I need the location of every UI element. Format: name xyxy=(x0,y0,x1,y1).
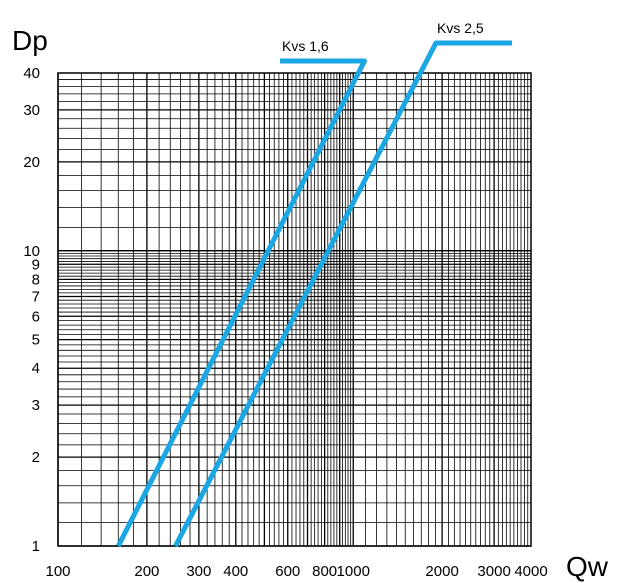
y-tick-label: 6 xyxy=(32,308,40,325)
x-tick-label: 4000 xyxy=(514,563,547,580)
y-tick-label: 40 xyxy=(23,65,40,82)
y-tick-label: 8 xyxy=(32,271,40,288)
y-tick-label: 4 xyxy=(32,360,40,377)
series-label: Kvs 1,6 xyxy=(282,38,329,54)
x-tick-label: 1000 xyxy=(337,563,370,580)
grid xyxy=(57,73,531,547)
y-tick-label: 9 xyxy=(32,256,40,273)
series-line xyxy=(173,40,512,548)
y-tick-label: 5 xyxy=(32,332,40,349)
y-tick-label: 3 xyxy=(32,397,40,414)
plot-frame xyxy=(57,72,532,547)
y-tick-label: 10 xyxy=(23,243,40,260)
x-tick-label: 300 xyxy=(186,563,211,580)
series-labels: Kvs 1,6 Kvs 2,5 xyxy=(282,20,484,54)
x-tick-labels: 100 200 300 400 600 800 1000 2000 3000 4000 xyxy=(45,563,547,580)
y-tick-label: 1 xyxy=(32,538,40,555)
x-tick-label: 200 xyxy=(134,563,159,580)
x-tick-label: 400 xyxy=(223,563,248,580)
series-line xyxy=(116,58,367,548)
x-tick-label: 2000 xyxy=(425,563,458,580)
x-tick-label: 3000 xyxy=(477,563,510,580)
x-axis-title: Qw xyxy=(566,551,609,582)
y-axis-title: Dp xyxy=(12,25,48,56)
y-tick-label: 2 xyxy=(32,449,40,466)
x-tick-label: 600 xyxy=(275,563,300,580)
y-tick-label: 20 xyxy=(23,154,40,171)
y-tick-label: 30 xyxy=(23,102,40,119)
x-tick-label: 800 xyxy=(312,563,337,580)
series-label: Kvs 2,5 xyxy=(437,20,484,36)
x-tick-label: 100 xyxy=(45,563,70,580)
y-tick-label: 7 xyxy=(32,288,40,305)
series-lines xyxy=(116,40,512,548)
